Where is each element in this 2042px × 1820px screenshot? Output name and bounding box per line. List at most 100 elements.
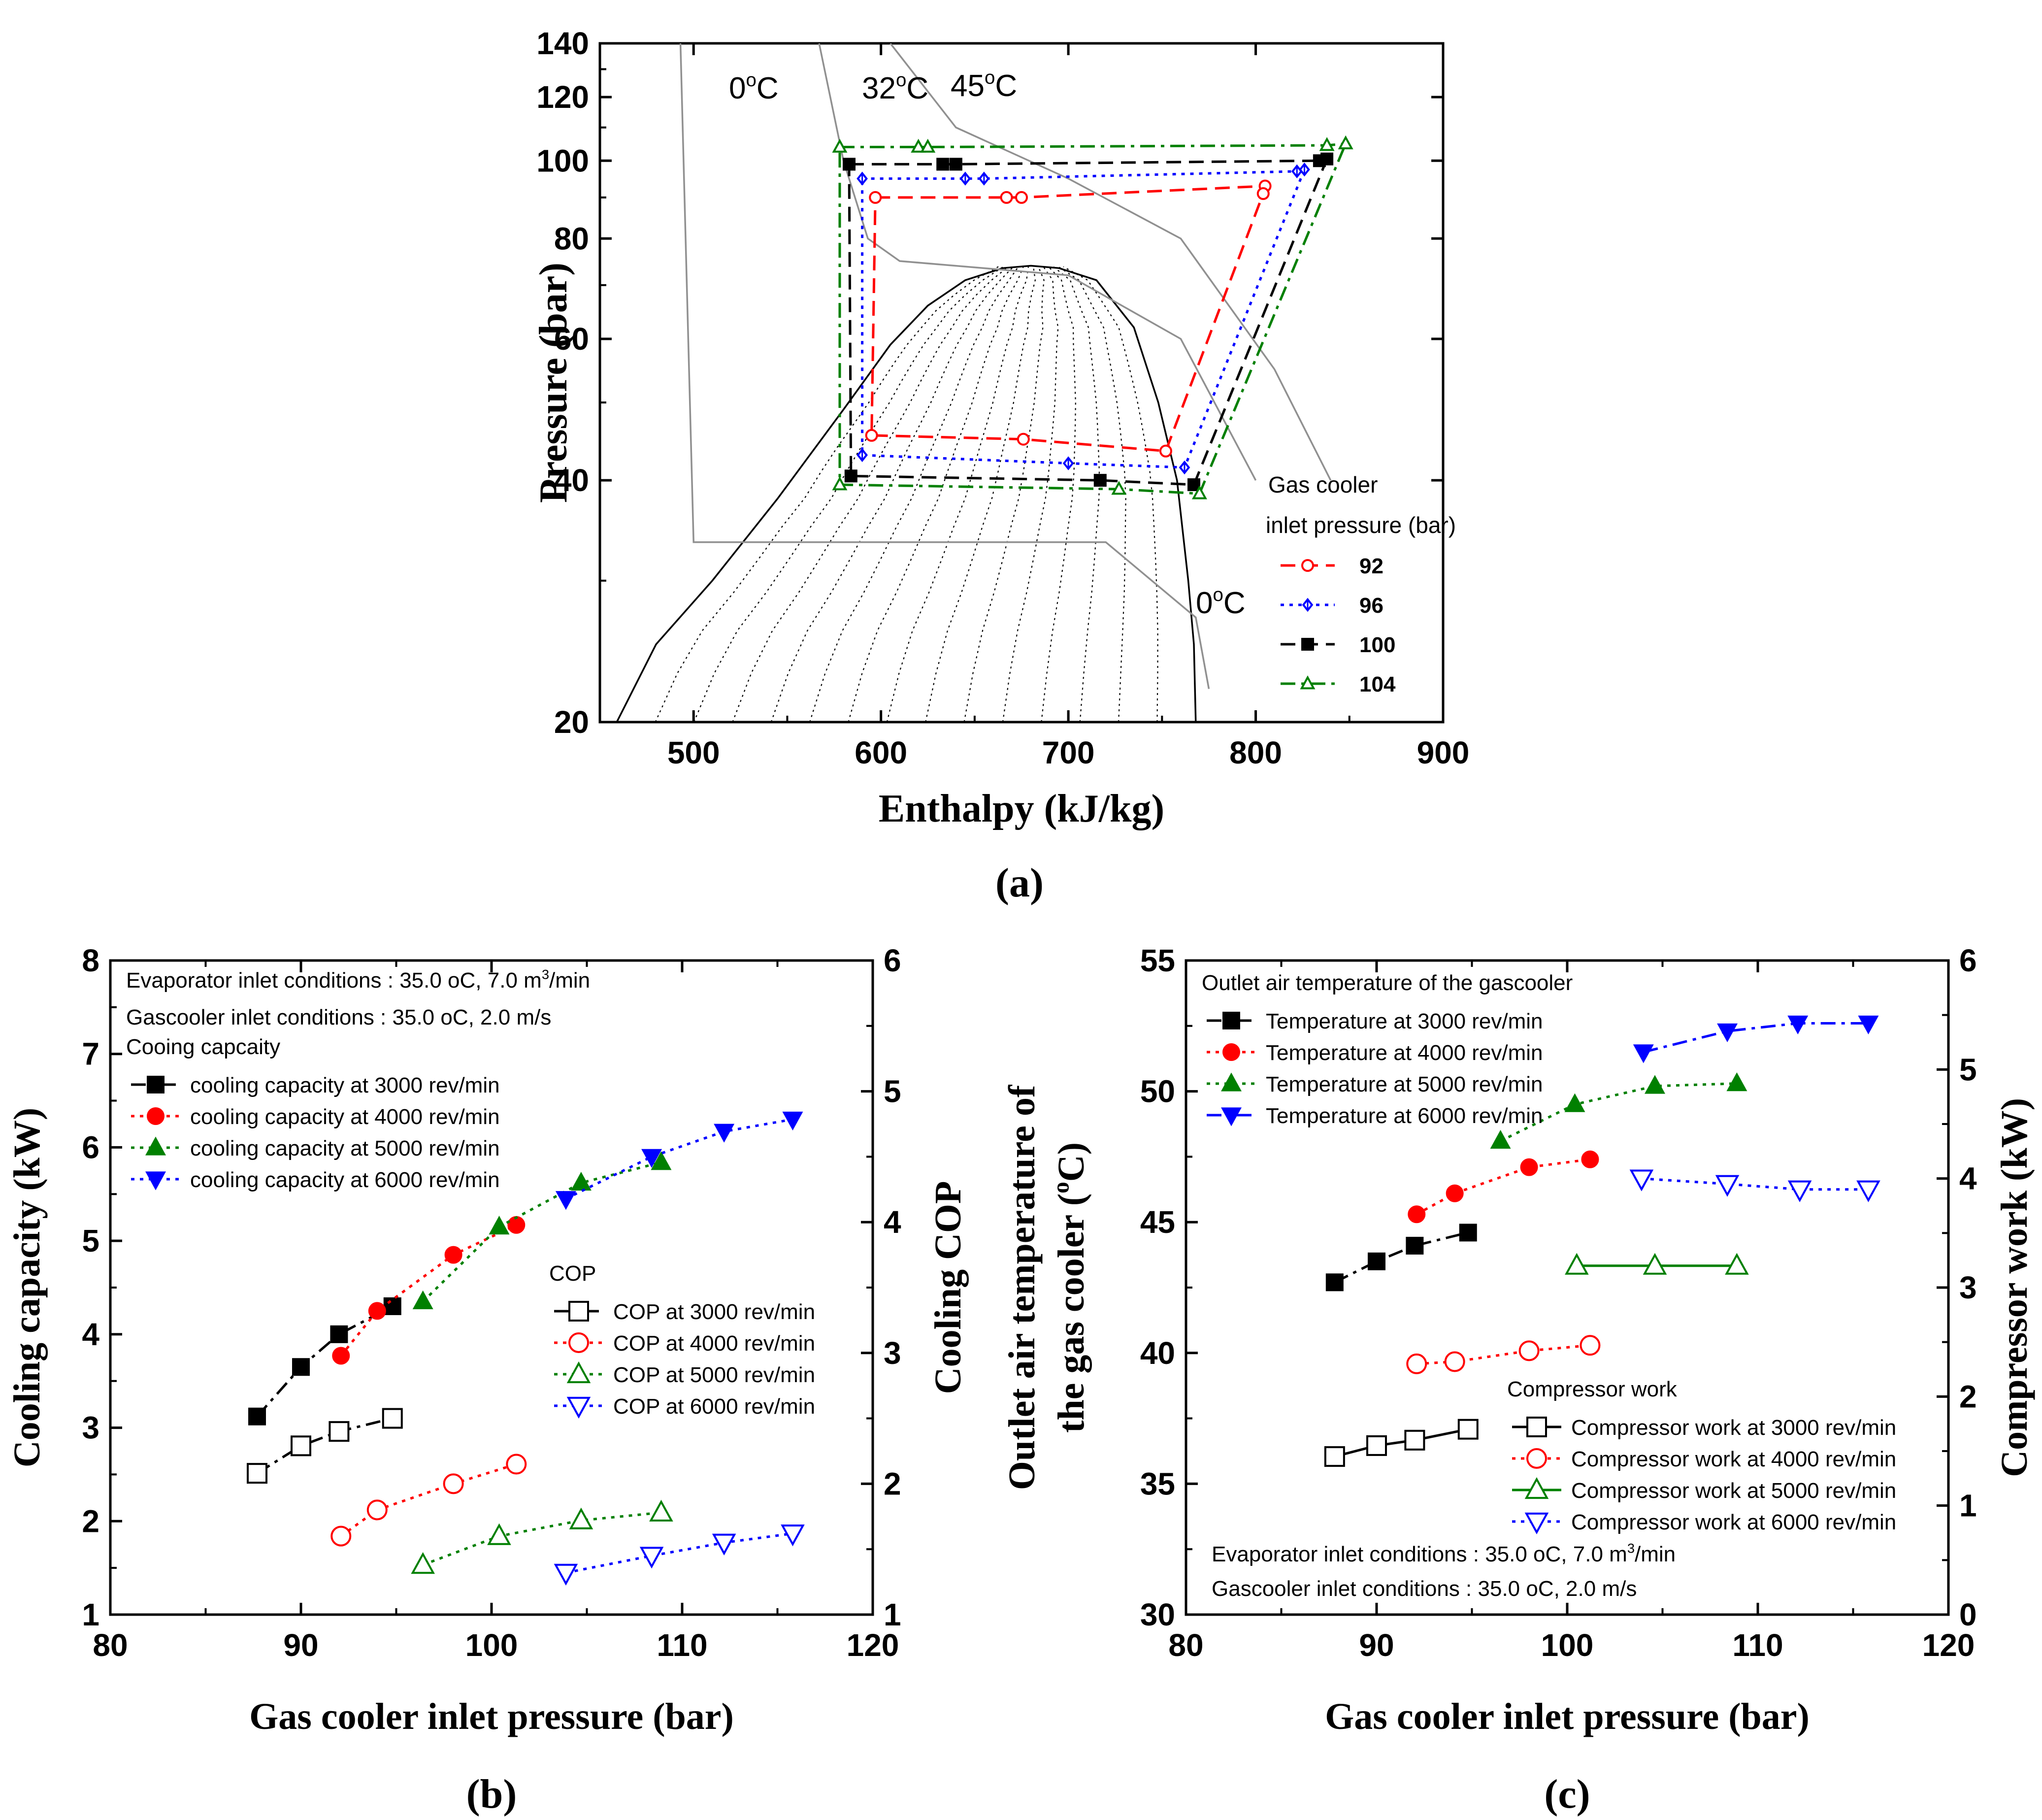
panel-a-quality-line	[1002, 266, 1059, 722]
panel-a-cycle-marker	[949, 158, 962, 171]
panel-c-data-marker	[1408, 1205, 1426, 1224]
panel-b-legend-label: COP at 3000 rev/min	[613, 1300, 815, 1324]
panel-c-data-marker	[1725, 1253, 1749, 1275]
panel-b-legend-marker	[147, 1107, 165, 1125]
panel-a-isotherm-label: 45oC	[951, 67, 1017, 103]
panel-c-legend-label: Temperature at 6000 rev/min	[1266, 1104, 1543, 1128]
panel-b-legend-label: cooling capacity at 6000 rev/min	[190, 1168, 500, 1192]
panel-c-y2tick-label: 3	[1959, 1270, 1977, 1305]
panel-c-xtick-label: 120	[1922, 1627, 1975, 1663]
panel-c-data-marker	[1368, 1252, 1385, 1270]
panel-a-cycle-marker	[832, 476, 848, 491]
panel-a-isotherm	[889, 43, 1332, 481]
panel-b-series-line	[422, 1161, 662, 1303]
panel-c-y2tick-label: 1	[1959, 1488, 1977, 1523]
panel-c-legend-title: Compressor work	[1507, 1377, 1678, 1401]
panel-c-ytick-label: 35	[1140, 1466, 1175, 1501]
panel-b-ytick-label: 6	[82, 1129, 99, 1165]
panel-b-legend-label: COP at 4000 rev/min	[613, 1331, 815, 1356]
panel-b-ytick-label: 2	[82, 1503, 99, 1539]
panel-a-isotherm	[679, 43, 1210, 689]
panel-c-ylabel: Outlet air temperature of	[1001, 1084, 1043, 1490]
panel-b-legend-label: cooling capacity at 4000 rev/min	[190, 1105, 500, 1129]
panel-a-quality-line	[1041, 266, 1076, 722]
panel-b-data-marker	[291, 1435, 311, 1456]
panel-b-series-line	[422, 1511, 661, 1566]
panel-b-ytick-label: 3	[82, 1410, 99, 1446]
panel-b-data-marker	[329, 1421, 350, 1442]
panel-b-data-marker	[639, 1547, 664, 1569]
panel-c-legend-label: Compressor work at 3000 rev/min	[1571, 1416, 1896, 1440]
panel-b-data-marker	[368, 1302, 386, 1320]
panel-b-data-marker	[246, 1463, 267, 1484]
panel-c-data-marker	[1457, 1419, 1479, 1440]
panel-a-cycle-marker	[911, 138, 926, 153]
panel-c-legend-marker	[1221, 1072, 1242, 1092]
panel-a-saturation-dome	[616, 265, 1197, 722]
panel-a-plot	[616, 43, 1353, 722]
panel-a-legend-marker	[1300, 675, 1316, 690]
panel-c-data-marker	[1490, 1129, 1511, 1149]
panel-b-data-marker	[782, 1111, 803, 1131]
panel-b-data-marker	[641, 1149, 662, 1168]
panel-a-cycle-marker	[865, 429, 878, 442]
panel-c-legend-marker	[1526, 1448, 1547, 1469]
panel-a-cycle-marker	[920, 138, 936, 153]
panel-b-label: (b)	[466, 1771, 517, 1817]
panel-a-quality-line	[1053, 266, 1100, 722]
panel-a-isotherm-label: 0oC	[729, 69, 779, 105]
panel-b-xtick-label: 100	[465, 1627, 518, 1663]
panel-a-cycle-marker	[856, 448, 868, 463]
panel-b-data-marker	[248, 1407, 266, 1425]
panel-a-xtick-label: 900	[1417, 735, 1470, 770]
panel-b-xtick-label: 80	[93, 1627, 128, 1663]
panel-b-y2tick-label: 6	[884, 943, 901, 978]
panel-c-legend-marker	[1524, 1477, 1549, 1499]
panel-c-condition-note: Gascooler inlet conditions : 35.0 oC, 2.…	[1212, 1577, 1637, 1601]
panel-c-data-marker	[1520, 1158, 1538, 1176]
panel-a-cycle-marker	[842, 158, 856, 171]
panel-b-data-marker	[569, 1507, 593, 1529]
panel-a-cycle-marker	[1017, 432, 1030, 446]
panel-b-ytick-label: 8	[82, 943, 99, 978]
panel-b-legend-label: cooling capacity at 5000 rev/min	[190, 1136, 500, 1160]
panel-c-data-marker	[1580, 1335, 1601, 1356]
panel-a-ylabel: Pressure (bar)	[532, 263, 575, 503]
panel-a-cycle-marker	[1000, 191, 1013, 204]
panel-b-data-marker	[330, 1525, 352, 1547]
panel-a-cycle-marker	[1299, 163, 1310, 177]
panel-b-legend-marker	[147, 1076, 165, 1093]
panel-c-data-marker	[1715, 1175, 1740, 1197]
panel-c-data-marker	[1787, 1015, 1809, 1035]
panel-b-data-marker	[292, 1358, 310, 1376]
panel-b-ylabel: Cooling capacity (kW)	[6, 1108, 48, 1467]
panel-b-data-marker	[411, 1552, 435, 1574]
panel-a-quality-line	[848, 266, 1024, 722]
panel-c-data-marker	[1324, 1446, 1345, 1467]
panel-b-legend-marker	[566, 1361, 591, 1384]
panel-c-legend-label: Compressor work at 6000 rev/min	[1571, 1510, 1896, 1534]
panel-b-xlabel: Gas cooler inlet pressure (bar)	[249, 1696, 734, 1737]
panel-c-data-marker	[1325, 1273, 1344, 1291]
panel-c-ytick-label: 45	[1140, 1204, 1175, 1240]
panel-a-isotherm-label: 0oC	[1196, 584, 1246, 620]
panel-a-ytick-label: 80	[554, 221, 589, 256]
panel-a-cycle-marker	[1319, 137, 1335, 151]
panel-b-data-marker	[570, 1171, 592, 1191]
panel-a-legend-marker	[1301, 559, 1314, 572]
panel-c-y2tick-label: 0	[1959, 1597, 1977, 1632]
panel-c-xlabel: Gas cooler inlet pressure (bar)	[1325, 1696, 1810, 1737]
panel-c-legend-label: Temperature at 3000 rev/min	[1266, 1009, 1543, 1033]
panel-b-data-marker	[366, 1499, 388, 1521]
panel-b-data-marker	[487, 1523, 511, 1545]
panel-c-legend-marker	[1222, 1043, 1240, 1061]
panel-c-series-line	[1334, 1231, 1469, 1284]
panel-c-legend-label: Temperature at 5000 rev/min	[1266, 1072, 1543, 1096]
panel-a-cycle-marker	[1159, 444, 1172, 458]
panel-c-data-marker	[1717, 1023, 1738, 1042]
panel-c-y2tick-label: 5	[1959, 1052, 1977, 1087]
panel-a-ytick-label: 100	[536, 143, 589, 178]
